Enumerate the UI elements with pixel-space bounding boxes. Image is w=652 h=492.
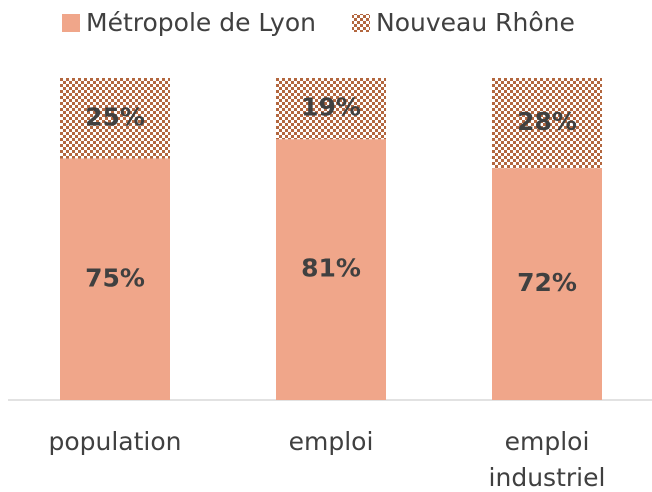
legend-label: Métropole de Lyon [86, 8, 316, 37]
x-tick-label: population [48, 427, 182, 456]
data-label: 81% [301, 254, 361, 283]
data-label: 19% [301, 93, 361, 122]
legend-label: Nouveau Rhône [376, 8, 575, 37]
data-label: 28% [517, 107, 577, 136]
legend-swatch [62, 14, 80, 32]
bar-segment [60, 78, 170, 159]
data-label: 75% [85, 263, 145, 292]
data-label: 72% [517, 268, 577, 297]
x-tick-label: emploi [288, 427, 374, 456]
x-tick-label: emploi industriel [488, 427, 606, 492]
bar-segment [492, 168, 602, 400]
legend-swatch [352, 14, 370, 32]
bar-segment [276, 78, 386, 140]
bar-segment [276, 139, 386, 400]
bar-segment [60, 158, 170, 400]
bar-segment [492, 78, 602, 169]
data-label: 25% [85, 102, 145, 131]
